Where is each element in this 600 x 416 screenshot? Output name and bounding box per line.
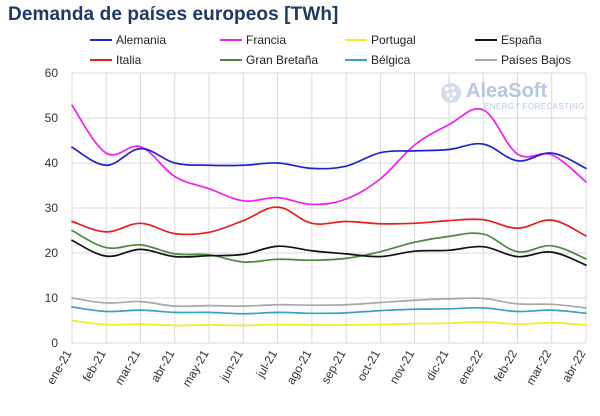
y-tick-label: 0 xyxy=(51,336,58,350)
series-line-italia xyxy=(71,206,587,237)
x-tick-label: ene-22 xyxy=(455,347,486,387)
x-tick-label: may-21 xyxy=(180,347,212,389)
brand-logo: AleaSoft ENERGY FORECASTING xyxy=(440,80,585,116)
legend-item-alemania: Alemania xyxy=(90,31,166,49)
logo-dots-icon xyxy=(441,83,461,103)
x-tick-label: mar-22 xyxy=(523,347,554,387)
legend-label: Gran Bretaña xyxy=(246,53,319,67)
logo-tagline: ENERGY FORECASTING xyxy=(484,102,585,111)
x-axis: ene-21 feb-21 mar-21 abr-21 may-21 jun-21 jul-… xyxy=(44,347,589,389)
series-line-paises-bajos xyxy=(71,297,587,309)
x-tick-label: abr-21 xyxy=(148,347,178,384)
series-lines xyxy=(71,104,587,327)
chart-title: Demanda de países europeos [TWh] xyxy=(8,4,339,25)
legend: Alemania Francia Portugal España Italia … xyxy=(0,30,600,70)
legend-label: Francia xyxy=(246,33,287,47)
legend-item-francia: Francia xyxy=(220,31,286,49)
y-tick-label: 10 xyxy=(45,291,59,305)
legend-label: Bélgica xyxy=(371,53,411,67)
legend-item-italia: Italia xyxy=(90,51,141,69)
legend-item-paises-bajos: Países Bajos xyxy=(475,51,571,69)
series-line-portugal xyxy=(71,319,587,327)
legend-swatch xyxy=(90,59,112,61)
x-tick-label: oct-21 xyxy=(354,347,383,383)
x-tick-label: feb-21 xyxy=(80,347,109,384)
legend-item-portugal: Portugal xyxy=(345,31,416,49)
legend-item-gran-bretana: Gran Bretaña xyxy=(220,51,318,69)
legend-swatch xyxy=(475,59,497,61)
legend-label: Países Bajos xyxy=(501,53,572,67)
legend-swatch xyxy=(90,39,112,41)
gridlines xyxy=(71,72,587,344)
y-tick-label: 60 xyxy=(45,66,59,80)
series-line-espana xyxy=(71,239,587,266)
x-tick-label: jul-21 xyxy=(253,347,280,381)
x-tick-label: dic-21 xyxy=(423,347,452,383)
series-line-gran-bretana xyxy=(71,229,587,263)
legend-label: Alemania xyxy=(116,33,167,47)
x-tick-label: mar-21 xyxy=(112,347,143,387)
series-line-francia xyxy=(71,104,587,206)
legend-swatch xyxy=(220,59,242,61)
legend-swatch xyxy=(220,39,242,41)
y-tick-label: 20 xyxy=(45,246,59,260)
y-tick-label: 40 xyxy=(45,156,59,170)
y-tick-label: 50 xyxy=(45,111,59,125)
x-tick-label: ene-21 xyxy=(44,347,75,387)
legend-swatch xyxy=(475,39,497,41)
x-tick-label: nov-21 xyxy=(387,347,418,386)
legend-label: España xyxy=(501,33,542,47)
legend-swatch xyxy=(345,59,367,61)
legend-item-espana: España xyxy=(475,31,542,49)
legend-swatch xyxy=(345,39,367,41)
series-line-belgica xyxy=(71,306,587,315)
series-line-alemania xyxy=(71,142,587,170)
legend-label: Italia xyxy=(116,53,142,67)
x-tick-label: ago-21 xyxy=(284,347,315,387)
legend-item-belgica: Bélgica xyxy=(345,51,410,69)
y-tick-label: 30 xyxy=(45,201,59,215)
x-tick-label: abr-22 xyxy=(559,347,589,384)
y-axis: 0 10 20 30 40 50 60 xyxy=(45,66,59,350)
x-tick-label: sep-21 xyxy=(318,347,349,386)
x-tick-label: feb-22 xyxy=(491,347,520,384)
legend-label: Portugal xyxy=(371,33,416,47)
logo-name: AleaSoft xyxy=(466,80,548,102)
x-tick-label: jun-21 xyxy=(217,347,246,384)
